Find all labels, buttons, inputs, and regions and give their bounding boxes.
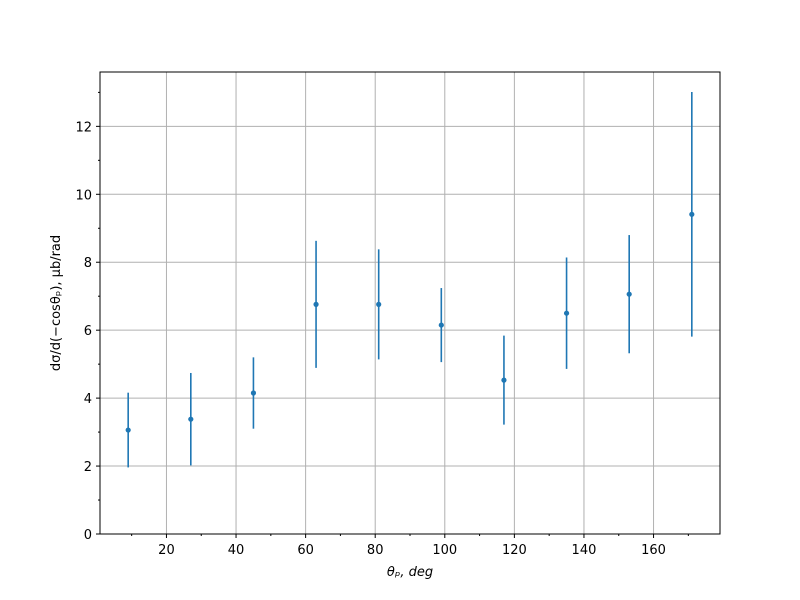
x-tick-label: 140 [572, 543, 597, 558]
plot-area [125, 92, 695, 468]
y-tick-label: 12 [75, 120, 92, 135]
x-tick-label: 160 [641, 543, 666, 558]
x-tick-label: 60 [297, 543, 314, 558]
data-point [626, 291, 632, 297]
x-tick-label: 120 [502, 543, 527, 558]
y-tick-label: 8 [84, 256, 92, 271]
data-point [376, 301, 382, 307]
y-tick-label: 2 [84, 460, 92, 475]
y-axis-label: dσ/d(−cosθₚ), μb/rad [49, 235, 64, 371]
x-tick-label: 80 [367, 543, 384, 558]
data-point [313, 301, 319, 307]
data-point [250, 390, 257, 396]
data-point [188, 416, 194, 422]
y-tick-label: 0 [84, 528, 92, 543]
x-tick-label: 100 [432, 543, 457, 558]
data-point [689, 211, 695, 217]
x-tick-label: 20 [158, 543, 175, 558]
data-point [125, 427, 131, 433]
grid [100, 72, 720, 535]
x-tick-label: 40 [228, 543, 245, 558]
y-tick-label: 10 [75, 188, 92, 203]
y-tick-label: 6 [84, 324, 92, 339]
ticks: 20 40 60 80 100 120 140 160 0 2 4 6 8 10 12 [75, 91, 689, 558]
data-point [438, 322, 444, 328]
data-point [501, 377, 507, 383]
y-tick-label: 4 [84, 392, 92, 407]
data-point [563, 310, 570, 316]
x-axis-label: θₚ, deg [387, 565, 433, 580]
